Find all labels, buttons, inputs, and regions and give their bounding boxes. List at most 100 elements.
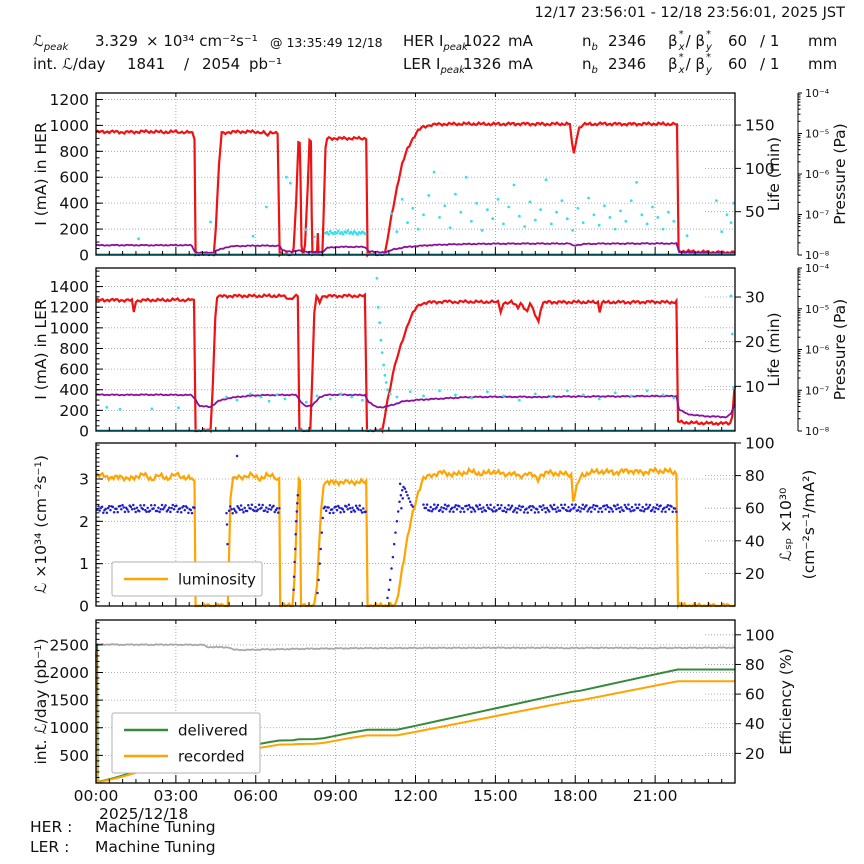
svg-text:20: 20 bbox=[745, 745, 765, 763]
svg-text:10: 10 bbox=[745, 378, 765, 396]
svg-text:60: 60 bbox=[745, 686, 765, 704]
svg-text:10⁻⁴: 10⁻⁴ bbox=[805, 262, 830, 275]
svg-text:ℒ ×10³⁴ (cm⁻²s⁻¹): ℒ ×10³⁴ (cm⁻²s⁻¹) bbox=[32, 455, 50, 594]
x-axis-labels: 00:00 03:00 06:00 09:00 12:00 15:00 18:00 21:00… bbox=[74, 787, 678, 823]
svg-text:200: 200 bbox=[59, 221, 89, 239]
svg-text:int. ℒ/day (pb⁻¹): int. ℒ/day (pb⁻¹) bbox=[32, 638, 50, 764]
svg-text:1000: 1000 bbox=[50, 719, 89, 737]
svg-text:I (mA) in LER: I (mA) in LER bbox=[32, 299, 50, 400]
svg-text:30: 30 bbox=[745, 289, 765, 307]
her-nb-value: 2346 bbox=[608, 32, 647, 50]
scatter-ler-pressure-dots bbox=[105, 276, 736, 411]
svg-text:2500: 2500 bbox=[50, 636, 89, 654]
svg-text:Life (min): Life (min) bbox=[765, 137, 783, 211]
ler-ipeak-label: LER Ipeak bbox=[403, 55, 465, 76]
svg-text:400: 400 bbox=[59, 381, 89, 399]
svg-text:40: 40 bbox=[745, 715, 765, 733]
her-beta-value: 60 bbox=[728, 32, 748, 50]
ler-status-value: Machine Tuning bbox=[95, 838, 216, 856]
svg-text:1500: 1500 bbox=[50, 692, 89, 710]
svg-text:0: 0 bbox=[79, 423, 89, 441]
ler-ipeak-unit: mA bbox=[508, 55, 533, 73]
svg-text:80: 80 bbox=[745, 656, 765, 674]
ler-pressure-axis bbox=[797, 267, 802, 432]
svg-text:800: 800 bbox=[59, 340, 89, 358]
svg-text:2000: 2000 bbox=[50, 664, 89, 682]
ler-nb-label: nb bbox=[582, 55, 598, 76]
svg-text:luminosity: luminosity bbox=[178, 571, 256, 589]
intlday-total: 2054 bbox=[202, 55, 241, 73]
svg-text:50: 50 bbox=[745, 203, 765, 221]
svg-text:1200: 1200 bbox=[50, 91, 89, 109]
intlum-legend: delivered recorded bbox=[111, 712, 261, 774]
her-beta-label: β * x / β * y bbox=[668, 29, 712, 53]
svg-text:Pressure (Pa): Pressure (Pa) bbox=[831, 123, 849, 224]
date-range: 12/17 23:56:01 - 12/18 23:56:01, 2025 JS… bbox=[534, 5, 845, 21]
lumi-axes bbox=[95, 442, 741, 607]
svg-text:10⁻⁸: 10⁻⁸ bbox=[805, 249, 830, 262]
lumi-labels: 0 1 2 3 ℒ ×10³⁴ (cm⁻²s⁻¹) 20 40 60 80 100 ℒₛₚ ×10³… bbox=[32, 435, 818, 616]
svg-text:0: 0 bbox=[79, 598, 89, 616]
intlday-value: 1841 bbox=[127, 55, 166, 73]
svg-text:10⁻⁷: 10⁻⁷ bbox=[805, 209, 829, 222]
svg-text:800: 800 bbox=[59, 143, 89, 161]
svg-text:Pressure (Pa): Pressure (Pa) bbox=[831, 299, 849, 400]
lumi-legend: luminosity bbox=[111, 561, 263, 597]
svg-text:0: 0 bbox=[79, 247, 89, 265]
svg-text:100: 100 bbox=[745, 435, 775, 453]
ler-status-label: LER : bbox=[30, 838, 70, 856]
panel-lumi: 0 1 2 3 ℒ ×10³⁴ (cm⁻²s⁻¹) 20 40 60 80 100 ℒₛₚ ×10³… bbox=[32, 435, 818, 616]
series-her-current bbox=[95, 120, 736, 258]
svg-text:10⁻⁶: 10⁻⁶ bbox=[805, 168, 830, 181]
lpeak-value: 3.329 bbox=[95, 32, 138, 50]
lpeak-unit: × 10³⁴ cm⁻²s⁻¹ bbox=[146, 32, 258, 50]
svg-text:15:00: 15:00 bbox=[473, 787, 518, 805]
svg-text:09:00: 09:00 bbox=[313, 787, 358, 805]
svg-text:(cm⁻²s⁻¹/mA²): (cm⁻²s⁻¹/mA²) bbox=[800, 470, 818, 580]
svg-text:00:00: 00:00 bbox=[74, 787, 119, 805]
ler-nb-value: 2346 bbox=[608, 55, 647, 73]
scatter-her-pressure-dots bbox=[137, 170, 736, 241]
svg-text:03:00: 03:00 bbox=[154, 787, 199, 805]
her-beta-value2: / 1 bbox=[760, 32, 780, 50]
series-her-lifetime bbox=[95, 241, 736, 255]
her-axes bbox=[95, 92, 741, 256]
her-status-value: Machine Tuning bbox=[95, 818, 216, 836]
svg-text:20: 20 bbox=[745, 565, 765, 583]
ler-beta-value2: / 1 bbox=[760, 55, 780, 73]
svg-text:400: 400 bbox=[59, 195, 89, 213]
svg-text:3: 3 bbox=[79, 470, 89, 488]
svg-text:100: 100 bbox=[745, 626, 775, 644]
svg-text:Life (min): Life (min) bbox=[765, 312, 783, 386]
her-beta-unit: mm bbox=[808, 32, 838, 50]
svg-text:2: 2 bbox=[79, 513, 89, 531]
series-efficiency bbox=[95, 643, 736, 652]
svg-text:200: 200 bbox=[59, 402, 89, 420]
svg-text:10⁻⁶: 10⁻⁶ bbox=[805, 344, 830, 357]
her-ipeak-unit: mA bbox=[508, 32, 533, 50]
her-nb-label: nb bbox=[582, 32, 598, 53]
svg-text:I (mA) in HER: I (mA) in HER bbox=[32, 122, 50, 226]
svg-text:20: 20 bbox=[745, 333, 765, 351]
svg-text:1000: 1000 bbox=[50, 117, 89, 135]
svg-text:06:00: 06:00 bbox=[233, 787, 278, 805]
svg-text:recorded: recorded bbox=[178, 748, 245, 766]
intlday-label: int. ℒ/day bbox=[33, 55, 106, 73]
ler-beta-label: β * x / β * y bbox=[668, 52, 712, 76]
ler-grid bbox=[96, 268, 735, 431]
svg-text:60: 60 bbox=[745, 500, 765, 518]
ler-ipeak-value: 1326 bbox=[463, 55, 502, 73]
svg-text:80: 80 bbox=[745, 467, 765, 485]
ler-beta-value: 60 bbox=[728, 55, 748, 73]
svg-text:1400: 1400 bbox=[50, 278, 89, 296]
svg-text:600: 600 bbox=[59, 169, 89, 187]
her-pressure-axis bbox=[797, 92, 802, 256]
svg-text:10⁻⁸: 10⁻⁸ bbox=[805, 425, 830, 438]
lpeak-timestamp: @ 13:35:49 12/18 bbox=[270, 35, 383, 50]
svg-text:1200: 1200 bbox=[50, 299, 89, 317]
series-ler-lifetime bbox=[95, 393, 736, 419]
